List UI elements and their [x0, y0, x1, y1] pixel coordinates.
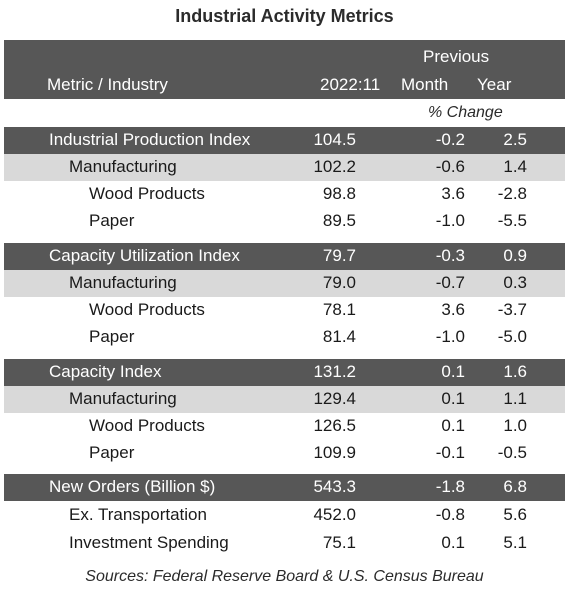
row-month-change: 0.1 — [441, 389, 465, 408]
table-row: Investment Spending 75.1 0.1 5.1 — [4, 530, 565, 557]
row-year-change: 1.4 — [503, 157, 527, 176]
row-label: Paper — [89, 211, 135, 230]
row-label: Investment Spending — [69, 533, 229, 552]
row-year-change: 6.8 — [503, 477, 527, 496]
row-value: 75.1 — [322, 533, 356, 552]
table-row: Manufacturing 79.0 -0.7 0.3 — [4, 270, 565, 297]
row-month-change: -0.1 — [435, 443, 465, 462]
row-label: Paper — [89, 443, 135, 462]
row-month-change: -0.2 — [435, 130, 465, 149]
row-month-change: -1.0 — [435, 327, 465, 346]
row-label: Wood Products — [89, 416, 205, 435]
row-month-change: 0.1 — [441, 533, 465, 552]
table-row: Manufacturing 129.4 0.1 1.1 — [4, 386, 565, 413]
table-title: Industrial Activity Metrics — [175, 6, 394, 26]
row-label: Manufacturing — [69, 273, 177, 292]
row-value: 98.8 — [322, 184, 356, 203]
row-value: 129.4 — [313, 389, 356, 408]
table-row: Capacity Utilization Index 79.7 -0.3 0.9 — [4, 243, 565, 270]
row-value: 104.5 — [313, 130, 356, 149]
pct-change-subheader: % Change — [0, 102, 569, 125]
period-header: 2022:11 — [320, 75, 381, 94]
row-year-change: -5.5 — [497, 211, 527, 230]
row-month-change: -1.8 — [435, 477, 465, 496]
row-label: Wood Products — [89, 300, 205, 319]
row-label: Capacity Utilization Index — [49, 246, 240, 265]
source-note: Sources: Federal Reserve Board & U.S. Ce… — [85, 568, 484, 585]
row-year-change: 1.0 — [503, 416, 527, 435]
table-row: Paper 109.9 -0.1 -0.5 — [4, 440, 565, 467]
table-row: Paper 89.5 -1.0 -5.5 — [4, 208, 565, 235]
year-header: Year — [477, 75, 512, 94]
row-year-change: -2.8 — [497, 184, 527, 203]
row-label: New Orders (Billion $) — [49, 477, 216, 496]
row-year-change: 1.1 — [503, 389, 527, 408]
row-month-change: -0.8 — [435, 505, 465, 524]
row-month-change: -0.7 — [435, 273, 465, 292]
row-value: 131.2 — [313, 362, 356, 381]
table-row: Wood Products 98.8 3.6 -2.8 — [4, 181, 565, 208]
table-row: Ex. Transportation 452.0 -0.8 5.6 — [4, 502, 565, 529]
row-value: 452.0 — [313, 505, 356, 524]
row-month-change: -0.6 — [435, 157, 465, 176]
row-label: Manufacturing — [69, 389, 177, 408]
table-row: Manufacturing 102.2 -0.6 1.4 — [4, 154, 565, 181]
row-value: 543.3 — [313, 477, 356, 496]
row-year-change: 1.6 — [503, 362, 527, 381]
row-year-change: -0.5 — [497, 443, 527, 462]
row-month-change: 3.6 — [441, 300, 465, 319]
table-header: Previous Metric / Industry 2022:11 Month… — [4, 40, 565, 99]
row-year-change: 5.6 — [503, 505, 527, 524]
table-row: New Orders (Billion $) 543.3 -1.8 6.8 — [4, 474, 565, 501]
row-value: 109.9 — [313, 443, 356, 462]
row-month-change: 0.1 — [441, 362, 465, 381]
row-label: Industrial Production Index — [49, 130, 251, 149]
row-year-change: 0.3 — [503, 273, 527, 292]
table-row: Capacity Index 131.2 0.1 1.6 — [4, 359, 565, 386]
table-row: Wood Products 126.5 0.1 1.0 — [4, 413, 565, 440]
row-value: 126.5 — [313, 416, 356, 435]
table-row: Paper 81.4 -1.0 -5.0 — [4, 324, 565, 351]
row-month-change: -1.0 — [435, 211, 465, 230]
row-month-change: 0.1 — [441, 416, 465, 435]
table-row: Industrial Production Index 104.5 -0.2 2… — [4, 127, 565, 154]
row-value: 81.4 — [322, 327, 356, 346]
month-header: Month — [401, 75, 449, 94]
row-label: Paper — [89, 327, 135, 346]
row-label: Manufacturing — [69, 157, 177, 176]
row-label: Capacity Index — [49, 362, 162, 381]
pct-change-label: % Change — [428, 104, 503, 121]
metric-industry-header: Metric / Industry — [47, 75, 168, 94]
row-year-change: 0.9 — [503, 246, 527, 265]
row-value: 102.2 — [313, 157, 356, 176]
row-month-change: 3.6 — [441, 184, 465, 203]
row-month-change: -0.3 — [435, 246, 465, 265]
row-value: 79.0 — [322, 273, 356, 292]
row-year-change: -3.7 — [497, 300, 527, 319]
row-label: Wood Products — [89, 184, 205, 203]
row-year-change: -5.0 — [497, 327, 527, 346]
previous-header: Previous — [423, 47, 490, 66]
row-value: 89.5 — [322, 211, 356, 230]
row-label: Ex. Transportation — [69, 505, 207, 524]
row-year-change: 5.1 — [503, 533, 527, 552]
row-value: 79.7 — [322, 246, 356, 265]
table-row: Wood Products 78.1 3.6 -3.7 — [4, 297, 565, 324]
row-value: 78.1 — [322, 300, 356, 319]
row-year-change: 2.5 — [503, 130, 527, 149]
